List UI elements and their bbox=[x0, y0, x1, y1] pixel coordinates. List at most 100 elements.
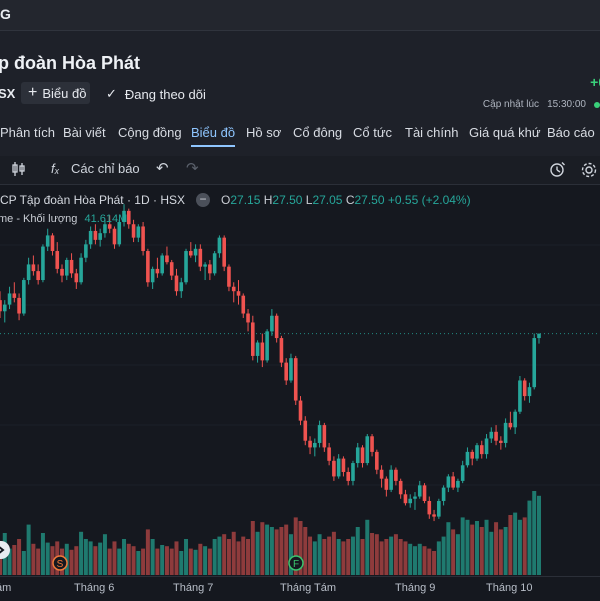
scroll-back-button[interactable] bbox=[0, 541, 10, 559]
volume-bar bbox=[164, 546, 169, 575]
tab-phan-tich[interactable]: Phân tích bbox=[0, 125, 55, 140]
volume-bar bbox=[169, 548, 174, 575]
volume-bar bbox=[408, 543, 413, 575]
candle-body bbox=[494, 431, 498, 441]
candle-body bbox=[126, 210, 131, 225]
volume-bar bbox=[193, 549, 198, 575]
candle-body bbox=[508, 422, 513, 428]
x-axis-label: Tháng 7 bbox=[173, 582, 214, 594]
tab-ho-so[interactable]: Hồ sơ bbox=[246, 125, 282, 140]
brand-logo[interactable]: G bbox=[0, 6, 11, 22]
candle-body bbox=[336, 458, 341, 477]
candle-body bbox=[50, 235, 55, 252]
candle-body bbox=[389, 469, 393, 490]
event-marker[interactable]: S bbox=[52, 555, 68, 571]
volume-bar bbox=[460, 517, 465, 575]
volume-bar bbox=[98, 542, 103, 575]
volume-bar bbox=[279, 527, 284, 575]
volume-bar bbox=[136, 551, 141, 575]
chart-button[interactable]: + Biểu đồ bbox=[21, 82, 90, 104]
volume-bar bbox=[341, 541, 346, 575]
tab-co-tuc[interactable]: Cổ tức bbox=[353, 125, 393, 140]
candle-body bbox=[227, 266, 231, 287]
volume-bar bbox=[226, 539, 231, 575]
volume-bar bbox=[360, 539, 365, 575]
volume-bar bbox=[145, 529, 150, 575]
volume-bar bbox=[255, 531, 260, 575]
candle-body bbox=[384, 478, 389, 490]
volume-bar bbox=[12, 545, 17, 575]
undo-icon[interactable]: ↶ bbox=[156, 160, 169, 177]
event-marker-circle bbox=[288, 555, 304, 571]
candle-body bbox=[518, 380, 522, 412]
candle-body bbox=[499, 440, 503, 443]
tab-bai-viet[interactable]: Bài viết bbox=[63, 125, 106, 140]
volume-bar bbox=[112, 541, 117, 575]
candle-body bbox=[122, 210, 126, 223]
volume-bar bbox=[102, 534, 107, 575]
candle-body bbox=[289, 358, 293, 381]
settings-gear-icon[interactable] bbox=[580, 161, 598, 179]
redo-icon[interactable]: ↷ bbox=[186, 160, 199, 177]
volume-bar bbox=[465, 519, 470, 575]
candle-body bbox=[12, 293, 17, 298]
volume-bar bbox=[155, 548, 160, 575]
tab-gia-qua-khu[interactable]: Giá quá khứ bbox=[469, 125, 541, 140]
candle-body bbox=[55, 251, 60, 269]
exchange-label: SX bbox=[0, 86, 16, 101]
volume-bar bbox=[246, 539, 251, 575]
page-title: p đoàn Hòa Phát bbox=[0, 53, 141, 73]
candle-body bbox=[355, 447, 360, 464]
volume-bar bbox=[188, 548, 193, 575]
volume-bar bbox=[374, 534, 379, 575]
check-icon: ✓ bbox=[106, 86, 117, 101]
event-marker-letter: S bbox=[57, 559, 64, 570]
volume-bar bbox=[236, 541, 241, 575]
collapse-icon[interactable]: − bbox=[196, 193, 210, 207]
volume-bar bbox=[274, 529, 279, 575]
volume-bar bbox=[217, 536, 222, 575]
alert-clock-icon[interactable] bbox=[549, 161, 566, 178]
tab-bieu-do[interactable]: Biểu đồ bbox=[191, 125, 236, 147]
tab-tai-chinh[interactable]: Tài chính bbox=[405, 125, 459, 140]
candle-body bbox=[136, 226, 141, 238]
candle-body bbox=[22, 280, 26, 314]
volume-value: 41.614M bbox=[84, 213, 128, 225]
volume-bar bbox=[522, 517, 527, 575]
candle-body bbox=[98, 233, 102, 240]
candle-body bbox=[146, 251, 150, 283]
x-axis-label: Tháng Tám bbox=[280, 582, 337, 594]
volume-bar bbox=[122, 539, 127, 575]
volume-bar bbox=[260, 522, 265, 575]
candle-type-icon[interactable] bbox=[12, 161, 26, 177]
price-change: +0, bbox=[590, 74, 600, 90]
candle-body bbox=[88, 230, 93, 245]
x-axis-label: Tháng 9 bbox=[395, 582, 436, 594]
volume-bar bbox=[293, 517, 298, 575]
function-icon[interactable]: fₓ bbox=[51, 161, 60, 176]
volume-bar bbox=[298, 521, 303, 575]
volume-bar bbox=[83, 539, 88, 575]
candle-body bbox=[417, 485, 422, 497]
x-axis-label: Tháng 10 bbox=[486, 582, 533, 594]
candle-body bbox=[460, 465, 465, 481]
candle-body bbox=[379, 469, 384, 479]
candle-body bbox=[270, 315, 274, 332]
indicators-button[interactable]: Các chỉ báo bbox=[71, 161, 140, 176]
volume-bar bbox=[365, 519, 370, 575]
candle-body bbox=[479, 445, 484, 455]
candle-body bbox=[0, 300, 2, 312]
tab-cong-dong[interactable]: Cộng đồng bbox=[118, 125, 182, 140]
candle-body bbox=[217, 237, 222, 254]
candle-body bbox=[265, 331, 269, 361]
candle-body bbox=[465, 451, 470, 466]
event-marker[interactable]: F bbox=[288, 555, 304, 571]
volume-bar bbox=[322, 539, 327, 575]
volume-bar bbox=[532, 491, 537, 575]
tab-bao-cao[interactable]: Báo cáo bbox=[547, 125, 595, 140]
tab-co-dong[interactable]: Cổ đông bbox=[293, 125, 343, 140]
live-indicator-icon bbox=[594, 101, 600, 108]
follow-button[interactable]: ✓ Đang theo dõi bbox=[106, 86, 206, 102]
